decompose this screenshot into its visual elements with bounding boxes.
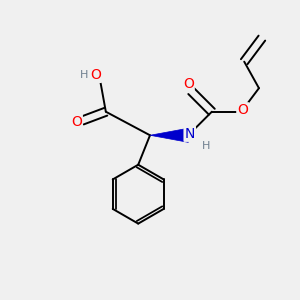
Text: O: O [71,115,82,129]
Text: O: O [90,68,101,82]
Text: O: O [183,77,194,91]
Text: H: H [80,70,88,80]
Text: O: O [237,103,248,117]
Text: N: N [184,127,195,141]
Polygon shape [150,128,188,142]
Text: H: H [202,141,210,151]
